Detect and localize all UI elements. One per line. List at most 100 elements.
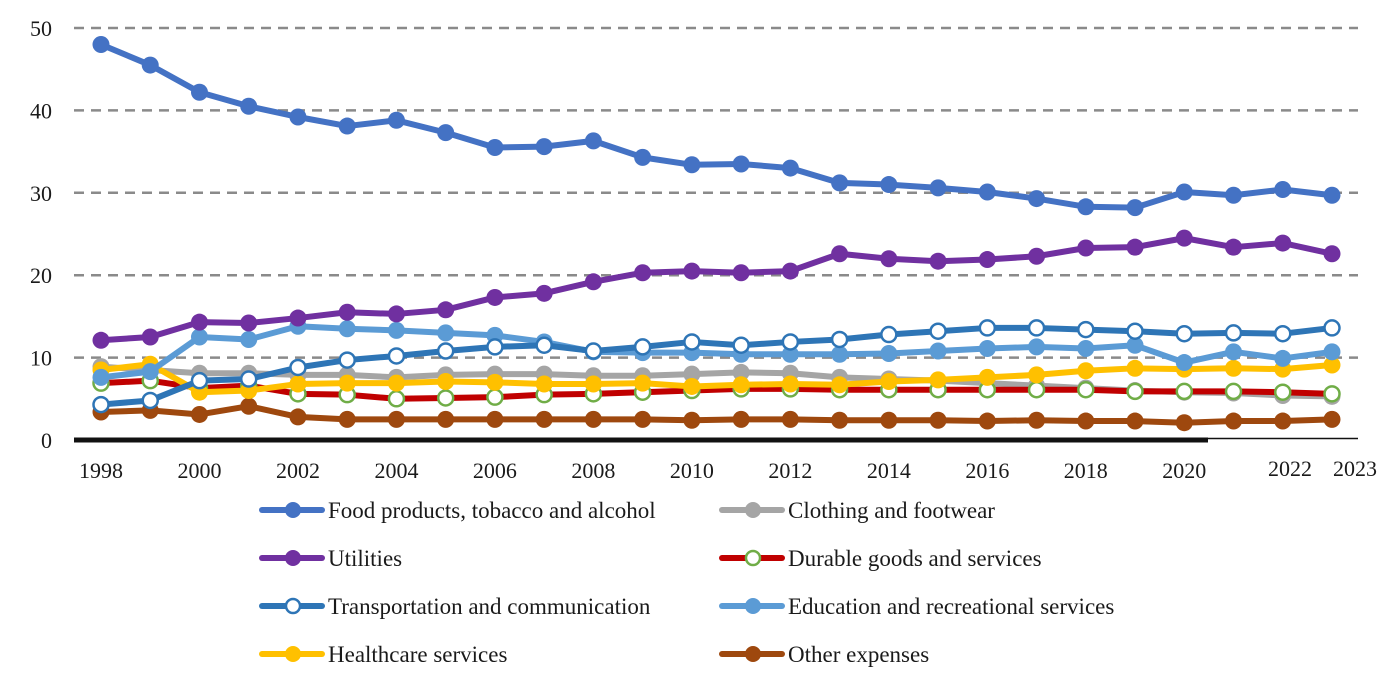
data-point <box>1225 238 1243 256</box>
data-point <box>683 365 701 383</box>
data-point <box>1323 245 1341 263</box>
data-point <box>732 155 750 173</box>
data-point <box>1323 410 1341 428</box>
data-point <box>1028 247 1046 265</box>
data-point <box>486 388 504 406</box>
data-point <box>978 251 996 269</box>
data-point <box>781 333 800 351</box>
legend-item: Other expenses <box>719 642 929 667</box>
data-point <box>1028 338 1046 356</box>
data-point <box>929 411 947 429</box>
data-point <box>978 319 997 337</box>
legend-item: Food products, tobacco and alcohol <box>259 498 656 523</box>
series-food-products-tobacco-and-alcohol <box>92 35 1341 217</box>
data-point <box>732 363 750 381</box>
series-transportation-and-communication <box>92 319 1341 414</box>
data-point <box>387 111 405 129</box>
data-point <box>584 375 602 393</box>
data-point <box>437 301 455 319</box>
legend-label: Durable goods and services <box>788 546 1042 571</box>
data-point <box>1077 340 1095 358</box>
y-tick-label: 40 <box>30 98 52 123</box>
legend: Food products, tobacco and alcohol Clothi… <box>259 498 1114 667</box>
data-point <box>1077 380 1095 399</box>
data-point <box>289 108 307 126</box>
x-tick-label: 2010 <box>670 458 714 483</box>
x-tick-label: 2002 <box>276 458 320 483</box>
data-point <box>1077 320 1095 339</box>
data-point <box>535 375 553 393</box>
x-tick-label: 2006 <box>473 458 517 483</box>
data-point <box>732 264 750 282</box>
data-point <box>92 368 110 386</box>
data-point <box>240 330 258 348</box>
x-tick-label: 2004 <box>374 458 418 483</box>
data-point <box>239 370 258 388</box>
data-point <box>880 372 898 390</box>
y-tick-label: 0 <box>41 428 52 453</box>
data-point <box>929 252 947 270</box>
data-point <box>1274 181 1292 199</box>
data-point <box>1175 324 1194 343</box>
legend-item: Utilities <box>259 546 402 571</box>
data-point <box>289 309 307 327</box>
series-durable-goods-and-services <box>92 371 1341 408</box>
data-point <box>289 408 307 426</box>
data-point <box>437 372 455 390</box>
data-point <box>781 345 799 363</box>
data-point <box>141 391 159 410</box>
data-point <box>289 358 307 377</box>
x-tick-label: 2016 <box>965 458 1009 483</box>
data-point <box>1323 385 1341 403</box>
data-point <box>683 377 701 395</box>
legend-swatch-marker <box>745 598 761 614</box>
data-point <box>92 395 110 414</box>
data-point <box>338 303 356 321</box>
legend-item: Clothing and footwear <box>719 498 995 523</box>
data-point <box>486 373 504 391</box>
data-point <box>1274 412 1292 430</box>
data-point <box>190 328 208 346</box>
series-other-expenses <box>92 397 1341 432</box>
data-point <box>289 375 307 393</box>
data-point <box>929 179 947 197</box>
data-point <box>1323 319 1341 337</box>
data-point <box>978 340 996 358</box>
data-point <box>880 176 898 194</box>
legend-label: Other expenses <box>788 642 929 667</box>
data-point <box>240 97 258 115</box>
data-point <box>486 338 504 356</box>
data-point <box>1027 380 1046 399</box>
data-point <box>437 124 455 142</box>
y-axis-tick-labels: 0 10 20 30 40 50 <box>30 16 52 453</box>
data-point <box>880 250 898 268</box>
data-point <box>141 363 159 381</box>
data-point <box>683 262 701 280</box>
data-point <box>1224 324 1243 342</box>
data-point <box>880 411 898 429</box>
data-point <box>634 148 652 166</box>
data-point <box>584 410 602 428</box>
data-point <box>1175 183 1193 201</box>
data-point <box>584 132 602 150</box>
data-point <box>535 410 553 428</box>
data-point <box>781 262 799 280</box>
data-point <box>978 368 996 386</box>
x-tick-label: 2000 <box>177 458 221 483</box>
legend-swatch-marker <box>284 597 302 615</box>
data-point <box>436 389 455 407</box>
data-point <box>1028 411 1046 429</box>
legend-label: Transportation and communication <box>328 594 651 619</box>
series-line <box>98 235 1335 344</box>
data-point <box>929 371 947 389</box>
data-point <box>831 174 849 192</box>
data-point <box>338 410 356 428</box>
data-point <box>486 410 504 428</box>
y-tick-label: 20 <box>30 263 52 288</box>
data-point <box>338 351 356 369</box>
legend-swatch-marker <box>744 549 762 567</box>
x-tick-label: 2008 <box>571 458 615 483</box>
legend-item: Education and recreational services <box>719 594 1114 619</box>
y-tick-label: 30 <box>30 181 52 206</box>
x-tick-label: 2020 <box>1162 458 1206 483</box>
